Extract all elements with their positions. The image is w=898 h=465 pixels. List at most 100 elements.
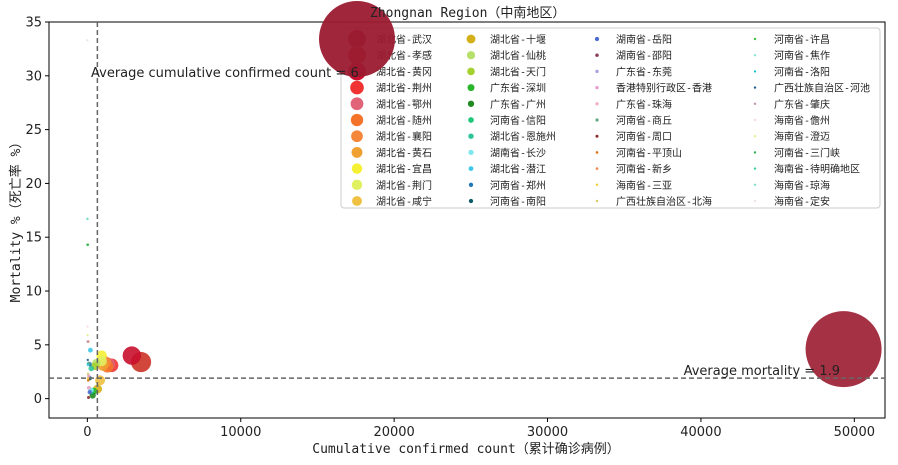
data-point	[805, 311, 882, 388]
legend-marker	[595, 69, 599, 74]
legend-marker	[351, 146, 363, 158]
legend-marker	[753, 37, 757, 41]
legend-entry: 香港特别行政区-香港	[616, 82, 712, 95]
legend-entry: 河南省-焦作	[774, 49, 830, 62]
legend-entry: 湖北省-随州	[376, 114, 432, 127]
data-point	[87, 396, 91, 400]
legend-entry: 海南省-待明确地区	[774, 163, 860, 176]
legend-marker	[467, 67, 475, 76]
data-point	[86, 325, 89, 328]
legend-marker	[468, 182, 474, 187]
legend-marker	[468, 166, 474, 172]
legend-marker	[351, 130, 363, 143]
legend-entry: 湖北省-十堰	[490, 33, 546, 46]
data-point	[122, 346, 142, 365]
legend-entry: 河南省-洛阳	[774, 65, 830, 78]
data-point	[87, 374, 91, 378]
legend-entry: 海南省-定安	[774, 195, 830, 208]
legend-entry: 河南省-南阳	[490, 195, 546, 208]
data-point	[86, 340, 89, 343]
legend-entry: 湖南省-邵阳	[616, 49, 672, 62]
x-tick-label: 30000	[527, 425, 568, 440]
y-axis-label: Mortality %（死亡率 %）	[8, 136, 24, 303]
y-tick-label: 5	[34, 338, 42, 353]
data-point	[88, 365, 94, 372]
legend-marker	[753, 118, 757, 122]
avg-mortality-annotation: Average mortality = 1.9	[684, 364, 840, 379]
legend-marker	[595, 183, 599, 187]
y-tick-label: 35	[25, 16, 42, 31]
data-point	[87, 390, 92, 395]
legend-marker	[753, 86, 757, 89]
y-tick-label: 20	[25, 177, 42, 192]
legend-entry: 湖北省-恩施州	[490, 130, 556, 143]
legend-entry: 湖北省-荆州	[376, 82, 432, 95]
legend-marker	[595, 53, 599, 57]
legend-marker	[595, 134, 599, 138]
y-tick-label: 15	[25, 231, 42, 246]
chart-title: Zhongnan Region（中南地区）	[370, 5, 565, 21]
x-tick-label: 40000	[680, 425, 721, 440]
legend-entry: 河南省-信阳	[490, 114, 546, 127]
legend-marker	[466, 34, 476, 44]
legend-entry: 广东省-广州	[490, 98, 546, 111]
legend-entry: 广东省-珠海	[616, 98, 672, 111]
legend-entry: 湖北省-仙桃	[490, 49, 546, 62]
legend-marker	[466, 51, 476, 60]
data-point	[86, 379, 90, 382]
y-tick-label: 25	[25, 123, 42, 138]
x-tick-label: 10000	[220, 425, 261, 440]
data-point	[86, 362, 90, 366]
legend-marker	[753, 151, 757, 154]
legend-marker	[594, 36, 600, 42]
legend-entry: 湖北省-潜江	[490, 163, 546, 176]
legend-marker	[753, 54, 757, 57]
legend-marker	[595, 102, 599, 106]
legend-marker	[753, 183, 757, 186]
legend-entry: 河南省-平顶山	[616, 146, 682, 159]
legend-marker	[595, 199, 599, 203]
legend-marker	[753, 102, 757, 106]
legend-entry: 湖北省-黄石	[376, 146, 432, 159]
legend-entry: 湖北省-黄冈	[376, 65, 432, 78]
legend-marker	[753, 135, 757, 138]
legend-entry: 河南省-新乡	[616, 163, 672, 176]
legend-marker	[753, 167, 757, 170]
y-tick-label: 10	[25, 285, 42, 300]
legend-entry: 广东省-深圳	[490, 82, 546, 95]
legend-entry: 湖北省-鄂州	[376, 98, 432, 111]
legend-marker	[351, 163, 363, 174]
legend-marker	[468, 149, 474, 156]
legend-marker	[350, 80, 364, 95]
legend-marker	[467, 84, 475, 92]
legend-marker	[595, 85, 599, 90]
data-point	[86, 333, 89, 337]
data-point	[86, 217, 89, 221]
legend-entry: 河南省-三门峡	[774, 146, 840, 159]
legend-marker	[468, 117, 474, 123]
legend-marker	[350, 97, 364, 111]
legend-entry: 湖北省-荆门	[376, 179, 432, 192]
legend-entry: 海南省-琼海	[774, 179, 830, 192]
data-point	[86, 39, 89, 42]
data-point	[86, 243, 89, 246]
legend-box	[340, 27, 881, 209]
legend-marker	[468, 133, 474, 139]
x-axis-label: Cumulative confirmed count（累计确诊病例）	[312, 442, 620, 457]
legend-entry: 海南省-澄迈	[774, 130, 830, 143]
legend-marker	[595, 118, 599, 122]
legend-entry: 海南省-三亚	[616, 179, 672, 192]
legend-marker	[595, 151, 599, 154]
legend-marker	[753, 70, 757, 73]
data-point	[87, 386, 91, 390]
data-point	[86, 358, 89, 362]
legend-entry: 广西壮族自治区-河池	[774, 82, 870, 95]
legend-entry: 湖南省-长沙	[490, 146, 546, 159]
legend-marker	[595, 167, 599, 170]
legend-entry: 广东省-东莞	[616, 65, 672, 78]
legend-entry: 广西壮族自治区-北海	[616, 195, 712, 208]
y-tick-label: 0	[34, 392, 42, 407]
legend-marker	[350, 113, 364, 127]
